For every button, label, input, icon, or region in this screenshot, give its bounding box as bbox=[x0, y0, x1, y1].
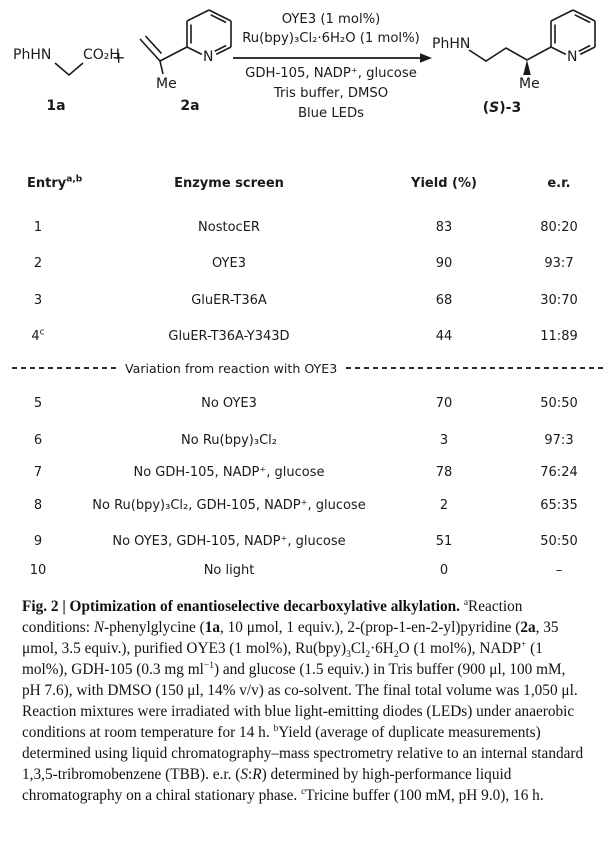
enzyme-name: GluER-T36A-Y343D bbox=[168, 329, 290, 344]
yield-value: 44 bbox=[435, 329, 453, 344]
reactant-1a-amine-label: PhHN bbox=[13, 47, 52, 63]
yield-value: 68 bbox=[435, 293, 453, 308]
header-er: e.r. bbox=[547, 176, 571, 191]
reactant-2a-nitrogen-label: N bbox=[203, 49, 214, 65]
er-value: 80:20 bbox=[540, 220, 578, 235]
entry-value: 4 bbox=[31, 329, 40, 344]
reactant-1a-compound-label: 1a bbox=[46, 98, 66, 114]
table-header-row: Entrya,b Enzyme screen Yield (%) e.r. bbox=[0, 175, 604, 193]
header-entry-footnote-marker: a,b bbox=[66, 174, 83, 185]
entry-value: 5 bbox=[33, 396, 43, 411]
er-value: 97:3 bbox=[544, 433, 574, 448]
reactant-2a-compound-label: 2a bbox=[180, 98, 200, 114]
entry-footnote-marker: c bbox=[39, 327, 45, 338]
entry-value: 7 bbox=[33, 465, 43, 480]
product-amine-label: PhHN bbox=[432, 36, 471, 52]
entry-value: 9 bbox=[33, 534, 43, 549]
enzyme-name: OYE3 bbox=[212, 256, 246, 271]
header-entry: Entrya,b bbox=[27, 174, 83, 191]
product-bonds bbox=[468, 9, 596, 75]
table-row: 4c GluER-T36A-Y343D 44 11:89 bbox=[0, 328, 604, 346]
enzyme-name: No OYE3, GDH-105, NADP⁺, glucose bbox=[112, 534, 346, 549]
entry-value: 8 bbox=[33, 498, 43, 513]
yield-value: 90 bbox=[435, 256, 453, 271]
yield-value: 0 bbox=[439, 563, 449, 578]
table-row: 6 No Ru(bpy)₃Cl₂ 3 97:3 bbox=[0, 432, 604, 450]
yield-value: 83 bbox=[435, 220, 453, 235]
table-row: 1 NostocER 83 80:20 bbox=[0, 219, 604, 237]
yield-value: 70 bbox=[435, 396, 453, 411]
table-row: 2 OYE3 90 93:7 bbox=[0, 255, 604, 273]
entry-value: 2 bbox=[33, 256, 43, 271]
enzyme-name: No Ru(bpy)₃Cl₂ bbox=[181, 433, 277, 448]
entry-value: 3 bbox=[33, 293, 43, 308]
yield-value: 3 bbox=[439, 433, 449, 448]
table-row: 7 No GDH-105, NADP⁺, glucose 78 76:24 bbox=[0, 464, 604, 482]
entry-value: 6 bbox=[33, 433, 43, 448]
entry-value: 1 bbox=[33, 220, 43, 235]
reactant-2a-methyl-label: Me bbox=[156, 76, 177, 92]
stereo-wedge-bond bbox=[523, 60, 531, 75]
yield-value: 51 bbox=[435, 534, 453, 549]
table-row: 9 No OYE3, GDH-105, NADP⁺, glucose 51 50… bbox=[0, 533, 604, 551]
yield-value: 2 bbox=[439, 498, 449, 513]
table-row: 10 No light 0 – bbox=[0, 562, 604, 580]
header-enzyme-screen: Enzyme screen bbox=[174, 176, 284, 191]
table-row: 8 No Ru(bpy)₃Cl₂, GDH-105, NADP⁺, glucos… bbox=[0, 497, 604, 515]
reaction-arrow bbox=[233, 53, 432, 63]
condition-line-2: Ru(bpy)₃Cl₂·6H₂O (1 mol%) bbox=[242, 31, 420, 46]
product-compound-label: (S)-3 bbox=[482, 100, 522, 116]
enzyme-name: No light bbox=[203, 563, 255, 578]
structure-1a-bonds bbox=[54, 62, 84, 77]
product-nitrogen-label: N bbox=[567, 49, 578, 65]
condition-line-5: Blue LEDs bbox=[297, 106, 365, 121]
enzyme-name: NostocER bbox=[198, 220, 260, 235]
header-yield: Yield (%) bbox=[411, 176, 477, 191]
table-section-divider: Variation from reaction with OYE3 bbox=[12, 360, 604, 376]
divider-dash-left bbox=[12, 367, 116, 369]
reactant-1a-acid-label: CO₂H bbox=[83, 47, 120, 63]
yield-value: 78 bbox=[435, 465, 453, 480]
condition-line-1: OYE3 (1 mol%) bbox=[281, 12, 381, 27]
condition-line-4: Tris buffer, DMSO bbox=[273, 86, 389, 101]
table-row: 3 GluER-T36A 68 30:70 bbox=[0, 292, 604, 310]
enzyme-name: No OYE3 bbox=[201, 396, 257, 411]
er-value: 11:89 bbox=[540, 329, 578, 344]
er-value: 76:24 bbox=[540, 465, 578, 480]
structure-2a-bonds bbox=[139, 9, 232, 75]
divider-label: Variation from reaction with OYE3 bbox=[125, 360, 338, 376]
er-value: 50:50 bbox=[540, 534, 578, 549]
figure-caption: Fig. 2 | Optimization of enantioselectiv… bbox=[22, 597, 584, 804]
enzyme-name: No GDH-105, NADP⁺, glucose bbox=[133, 465, 325, 480]
enzyme-name: No Ru(bpy)₃Cl₂, GDH-105, NADP⁺, glucose bbox=[92, 498, 366, 513]
condition-line-3: GDH-105, NADP⁺, glucose bbox=[245, 66, 417, 81]
plus-sign: + bbox=[112, 48, 126, 67]
divider-dash-right bbox=[346, 367, 604, 369]
er-value: 65:35 bbox=[540, 498, 578, 513]
enzyme-name: GluER-T36A bbox=[191, 293, 267, 308]
product-methyl-label: Me bbox=[519, 76, 540, 92]
er-value: 93:7 bbox=[544, 256, 574, 271]
er-value: 30:70 bbox=[540, 293, 578, 308]
table-row: 5 No OYE3 70 50:50 bbox=[0, 395, 604, 413]
entry-value: 10 bbox=[29, 563, 47, 578]
er-value: – bbox=[555, 563, 563, 578]
er-value: 50:50 bbox=[540, 396, 578, 411]
